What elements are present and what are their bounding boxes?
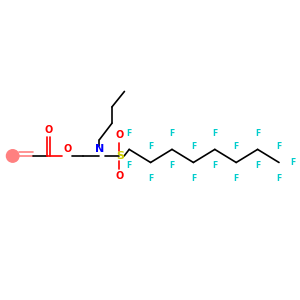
Text: O: O bbox=[63, 144, 71, 154]
Text: F: F bbox=[276, 174, 282, 183]
Text: F: F bbox=[148, 142, 153, 151]
Text: F: F bbox=[276, 142, 282, 151]
Text: F: F bbox=[255, 128, 260, 137]
Text: N: N bbox=[95, 145, 104, 154]
Text: F: F bbox=[290, 158, 296, 167]
Text: F: F bbox=[255, 161, 260, 170]
Text: F: F bbox=[234, 142, 239, 151]
Text: F: F bbox=[169, 128, 175, 137]
Text: O: O bbox=[45, 124, 53, 134]
Text: F: F bbox=[127, 161, 132, 170]
Text: F: F bbox=[212, 161, 218, 170]
Text: F: F bbox=[191, 142, 196, 151]
Text: O: O bbox=[116, 130, 124, 140]
Text: F: F bbox=[191, 174, 196, 183]
Text: F: F bbox=[234, 174, 239, 183]
Text: F: F bbox=[127, 128, 132, 137]
Text: S: S bbox=[116, 151, 124, 161]
Circle shape bbox=[6, 150, 19, 162]
Text: F: F bbox=[148, 174, 153, 183]
Text: F: F bbox=[169, 161, 175, 170]
Text: O: O bbox=[116, 171, 124, 182]
Text: F: F bbox=[212, 128, 218, 137]
